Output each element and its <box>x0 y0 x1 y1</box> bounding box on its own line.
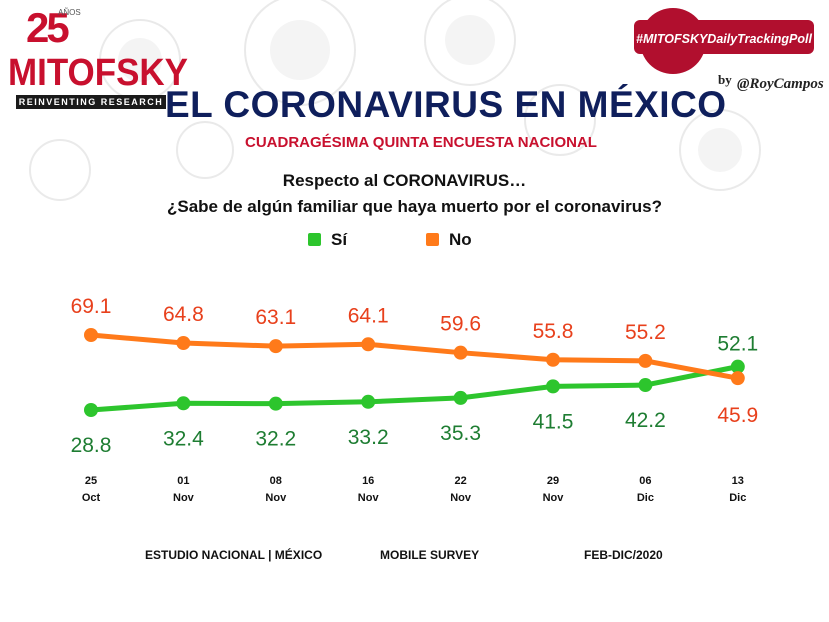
legend-label-si: Sí <box>331 230 348 249</box>
x-tick-label-month: Nov <box>543 492 565 504</box>
mitofsky-logo: 25 AÑOS MITOFSKY REINVENTING RESEARCH <box>8 4 188 114</box>
page-subtitle: CUADRAGÉSIMA QUINTA ENCUESTA NACIONAL <box>245 134 597 151</box>
x-tick-label-month: Dic <box>729 492 746 504</box>
data-point-si <box>176 396 191 411</box>
legend-label-no: No <box>449 230 472 249</box>
x-tick-label-day: 01 <box>177 475 189 487</box>
question-line-1: Respecto al CORONAVIRUS… <box>0 171 829 191</box>
data-label-no: 64.8 <box>163 303 204 326</box>
footer-method: MOBILE SURVEY <box>380 548 480 562</box>
data-point-no <box>730 371 745 386</box>
data-label-no: 63.1 <box>255 306 296 329</box>
x-tick-label-day: 06 <box>639 475 651 487</box>
by-label: by <box>718 72 732 87</box>
data-point-no <box>176 336 191 351</box>
data-label-no: 69.1 <box>71 295 112 318</box>
data-point-no <box>638 353 653 368</box>
x-tick-label-day: 08 <box>270 475 282 487</box>
data-label-si: 42.2 <box>625 409 666 432</box>
x-tick-label-day: 16 <box>362 475 374 487</box>
data-point-no <box>546 352 560 367</box>
data-point-no <box>361 337 376 352</box>
x-tick-label-month: Oct <box>82 492 101 504</box>
page-title: EL CORONAVIRUS EN MÉXICO <box>165 84 727 125</box>
x-tick-label-day: 22 <box>454 475 466 487</box>
x-tick-label-month: Nov <box>265 492 287 504</box>
data-point-si <box>361 394 376 409</box>
data-point-si <box>730 359 745 374</box>
legend-item-si: Sí <box>308 230 347 250</box>
data-label-no: 55.2 <box>625 321 666 344</box>
data-point-no <box>84 328 98 342</box>
logo-years-suffix: AÑOS <box>58 8 81 17</box>
data-point-si <box>453 390 468 405</box>
x-tick-label-month: Nov <box>450 492 472 504</box>
data-label-si: 33.2 <box>348 426 389 449</box>
logo-name: MITOFSKY <box>8 52 188 94</box>
x-tick-label-day: 29 <box>547 475 559 487</box>
data-point-no <box>268 339 283 354</box>
logo-tagline: REINVENTING RESEARCH <box>16 95 166 109</box>
data-point-si <box>268 396 283 411</box>
data-label-no: 59.6 <box>440 313 481 336</box>
x-tick-label-month: Nov <box>173 492 195 504</box>
logo-years: 25 <box>26 4 70 51</box>
x-tick-label-day: 25 <box>85 475 97 487</box>
footer-study: ESTUDIO NACIONAL | MÉXICO <box>145 548 323 562</box>
data-point-si <box>546 379 560 394</box>
question-line-2: ¿Sabe de algún familiar que haya muerto … <box>166 197 662 216</box>
x-tick-label-day: 13 <box>732 475 744 487</box>
question-line-1-text: Respecto al CORONAVIRUS… <box>282 171 527 190</box>
data-label-si: 28.8 <box>71 434 112 457</box>
x-tick-label-month: Dic <box>637 492 654 504</box>
hashtag-badge: #MITOFSKYDailyTrackingPoll <box>634 8 814 74</box>
signature: @RoyCampos <box>737 76 824 92</box>
data-label-si: 35.3 <box>440 422 481 445</box>
legend-item-no: No <box>426 230 472 250</box>
data-label-no: 45.9 <box>717 404 758 427</box>
data-label-no: 64.1 <box>348 304 389 327</box>
data-point-si <box>638 378 653 393</box>
legend-swatch-no <box>426 233 439 246</box>
legend-swatch-si <box>308 233 321 246</box>
series-line-no <box>88 332 741 381</box>
series-line-si <box>88 364 741 413</box>
hashtag-text: #MITOFSKYDailyTrackingPoll <box>636 32 813 46</box>
data-label-si: 32.2 <box>255 428 296 451</box>
data-point-si <box>84 403 98 417</box>
footer-period: FEB-DIC/2020 <box>584 548 663 562</box>
data-label-si: 52.1 <box>717 333 758 356</box>
data-label-no: 55.8 <box>533 320 574 343</box>
data-label-si: 32.4 <box>163 427 204 450</box>
data-label-si: 41.5 <box>533 410 574 433</box>
data-point-no <box>453 345 468 360</box>
x-tick-label-month: Nov <box>358 492 380 504</box>
